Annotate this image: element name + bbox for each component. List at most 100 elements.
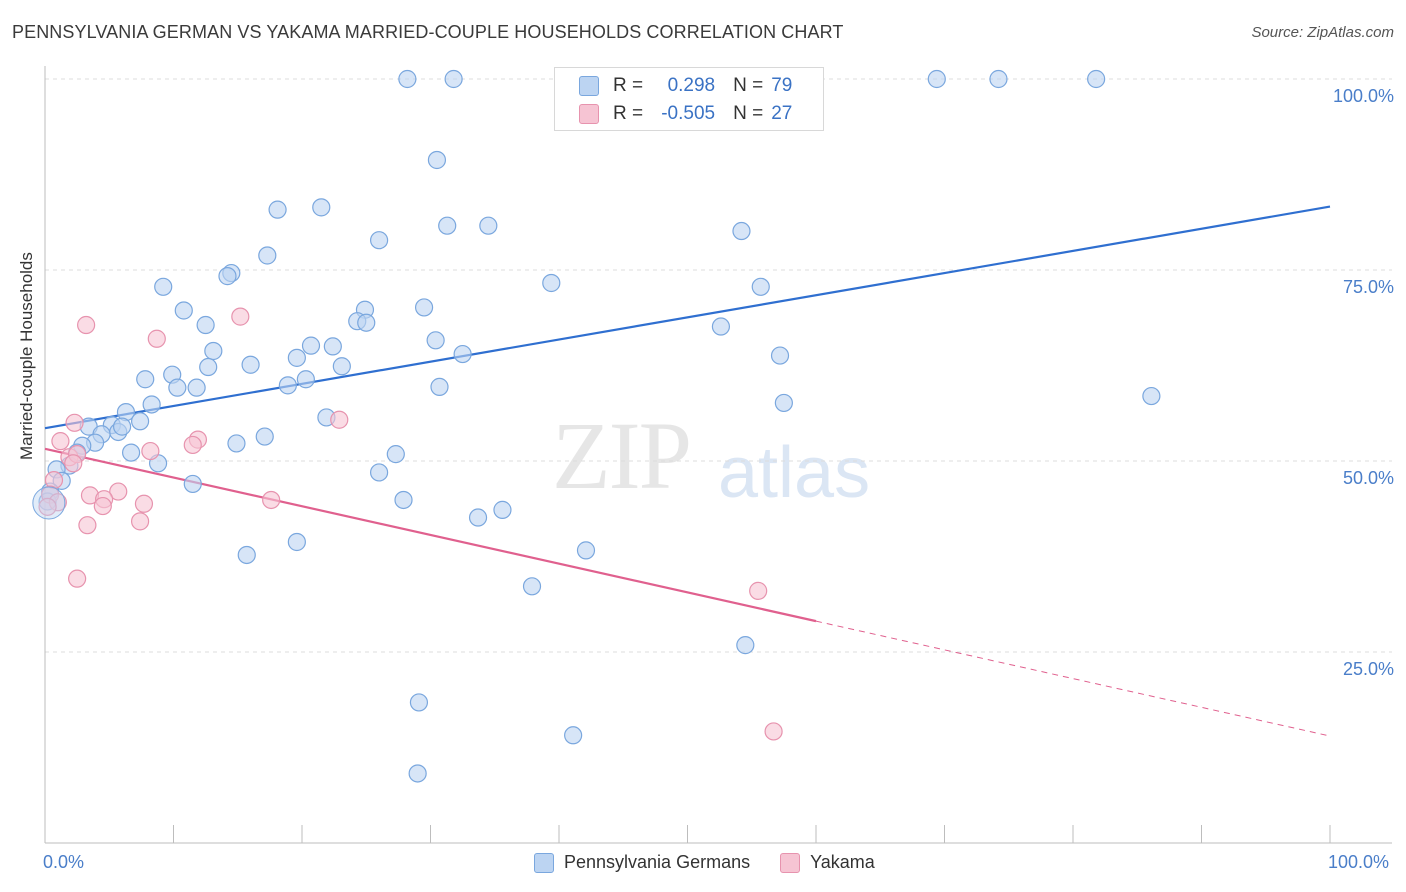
point-yakama[interactable] xyxy=(130,512,150,531)
point-pennsylvania-german[interactable] xyxy=(121,443,141,462)
point-pennsylvania-german[interactable] xyxy=(370,231,389,250)
point-pennsylvania-german[interactable] xyxy=(301,336,321,355)
point-pennsylvania-german[interactable] xyxy=(204,341,223,361)
point-pennsylvania-german[interactable] xyxy=(130,412,150,431)
point-yakama[interactable] xyxy=(141,441,160,461)
point-pennsylvania-german[interactable] xyxy=(711,317,731,336)
legend-swatch-blue xyxy=(579,76,599,96)
point-pennsylvania-german[interactable] xyxy=(255,427,274,446)
point-pennsylvania-german[interactable] xyxy=(241,355,260,374)
point-pennsylvania-german[interactable] xyxy=(576,541,596,560)
point-pennsylvania-german[interactable] xyxy=(427,150,447,170)
point-pennsylvania-german[interactable] xyxy=(426,331,445,350)
point-pennsylvania-german[interactable] xyxy=(736,636,755,655)
point-pennsylvania-german[interactable] xyxy=(218,267,237,286)
data-points xyxy=(32,69,1161,783)
source-credit: Source: ZipAtlas.com xyxy=(1251,24,1394,41)
point-pennsylvania-german[interactable] xyxy=(357,313,376,332)
x-tick-label-0: 0.0% xyxy=(43,852,85,872)
point-pennsylvania-german[interactable] xyxy=(199,357,218,377)
point-pennsylvania-german[interactable] xyxy=(386,445,405,464)
point-pennsylvania-german[interactable] xyxy=(196,315,215,335)
point-pennsylvania-german[interactable] xyxy=(409,693,429,712)
x-tick-label-100: 100.0% xyxy=(1328,852,1390,872)
point-pennsylvania-german[interactable] xyxy=(751,277,770,296)
legend-r-label: R = xyxy=(613,75,644,96)
point-pennsylvania-german[interactable] xyxy=(237,545,256,565)
point-pennsylvania-german[interactable] xyxy=(312,198,331,217)
point-yakama[interactable] xyxy=(262,490,281,510)
point-yakama[interactable] xyxy=(38,497,57,516)
point-pennsylvania-german[interactable] xyxy=(430,377,449,396)
point-pennsylvania-german[interactable] xyxy=(394,490,413,510)
point-pennsylvania-german[interactable] xyxy=(268,200,287,219)
point-pennsylvania-german[interactable] xyxy=(408,764,427,783)
point-pennsylvania-german[interactable] xyxy=(774,393,793,413)
point-pennsylvania-german[interactable] xyxy=(370,463,389,482)
point-pennsylvania-german[interactable] xyxy=(287,348,306,367)
point-pennsylvania-german[interactable] xyxy=(174,301,193,320)
point-pennsylvania-german[interactable] xyxy=(398,69,417,89)
point-pennsylvania-german[interactable] xyxy=(522,577,542,596)
point-pennsylvania-german[interactable] xyxy=(296,370,315,389)
point-pennsylvania-german[interactable] xyxy=(323,337,342,356)
point-yakama[interactable] xyxy=(231,307,250,326)
legend-row-yakama: R = -0.505 N = 27 xyxy=(579,102,792,126)
point-yakama[interactable] xyxy=(51,432,70,451)
point-pennsylvania-german[interactable] xyxy=(564,726,583,745)
point-pennsylvania-german[interactable] xyxy=(287,532,306,552)
point-pennsylvania-german[interactable] xyxy=(732,221,751,241)
legend-swatch-pink xyxy=(579,104,599,124)
point-pennsylvania-german[interactable] xyxy=(444,69,463,89)
point-pennsylvania-german[interactable] xyxy=(142,395,161,414)
point-pennsylvania-german[interactable] xyxy=(183,474,202,494)
point-pennsylvania-german[interactable] xyxy=(989,69,1008,89)
point-cluster-edge xyxy=(32,486,66,520)
legend-n-label: N = xyxy=(733,75,764,96)
point-pennsylvania-german[interactable] xyxy=(227,434,246,453)
point-pennsylvania-german[interactable] xyxy=(112,417,132,436)
point-pennsylvania-german[interactable] xyxy=(136,370,155,389)
legend-n-value: 79 xyxy=(771,75,793,96)
trendline-1 xyxy=(44,447,817,623)
point-pennsylvania-german[interactable] xyxy=(278,376,297,395)
point-yakama[interactable] xyxy=(68,569,87,588)
trendline-extension-1 xyxy=(815,620,1331,737)
point-yakama[interactable] xyxy=(77,315,96,335)
point-yakama[interactable] xyxy=(183,435,202,455)
point-pennsylvania-german[interactable] xyxy=(438,216,457,235)
point-pennsylvania-german[interactable] xyxy=(332,357,351,376)
point-yakama[interactable] xyxy=(109,482,128,501)
point-pennsylvania-german[interactable] xyxy=(468,508,488,527)
point-pennsylvania-german[interactable] xyxy=(258,246,277,265)
point-pennsylvania-german[interactable] xyxy=(479,216,498,235)
point-pennsylvania-german[interactable] xyxy=(154,277,173,296)
point-pennsylvania-german[interactable] xyxy=(1142,386,1161,406)
point-pennsylvania-german[interactable] xyxy=(414,298,434,317)
series-legend-item-yakama[interactable]: Yakama xyxy=(780,852,875,873)
series-legend-item-pennsylvania-germans[interactable]: Pennsylvania Germans xyxy=(534,852,750,873)
point-pennsylvania-german[interactable] xyxy=(542,273,561,293)
point-yakama[interactable] xyxy=(330,410,349,429)
point-yakama[interactable] xyxy=(64,454,83,473)
point-yakama[interactable] xyxy=(764,722,783,741)
stats-legend: R = 0.298 N = 79 R = -0.505 N = 27 xyxy=(554,67,824,131)
point-yakama[interactable] xyxy=(65,413,84,432)
point-pennsylvania-german[interactable] xyxy=(770,346,790,365)
point-pennsylvania-german[interactable] xyxy=(927,69,946,89)
point-yakama[interactable] xyxy=(134,494,154,513)
point-pennsylvania-german[interactable] xyxy=(187,378,206,397)
point-yakama[interactable] xyxy=(749,581,768,600)
point-yakama[interactable] xyxy=(147,329,166,348)
y-tick-label-75: 75.0% xyxy=(1342,277,1394,297)
series-legend-label: Yakama xyxy=(810,852,875,872)
point-pennsylvania-german[interactable] xyxy=(493,500,512,519)
point-pennsylvania-german[interactable] xyxy=(453,344,472,364)
point-pennsylvania-german[interactable] xyxy=(1087,69,1106,89)
point-yakama[interactable] xyxy=(93,496,112,516)
point-pennsylvania-german[interactable] xyxy=(168,378,187,397)
watermark-zip: ZIP xyxy=(552,402,692,509)
y-axis-label: Married-couple Households xyxy=(17,252,36,460)
point-yakama[interactable] xyxy=(78,516,97,535)
